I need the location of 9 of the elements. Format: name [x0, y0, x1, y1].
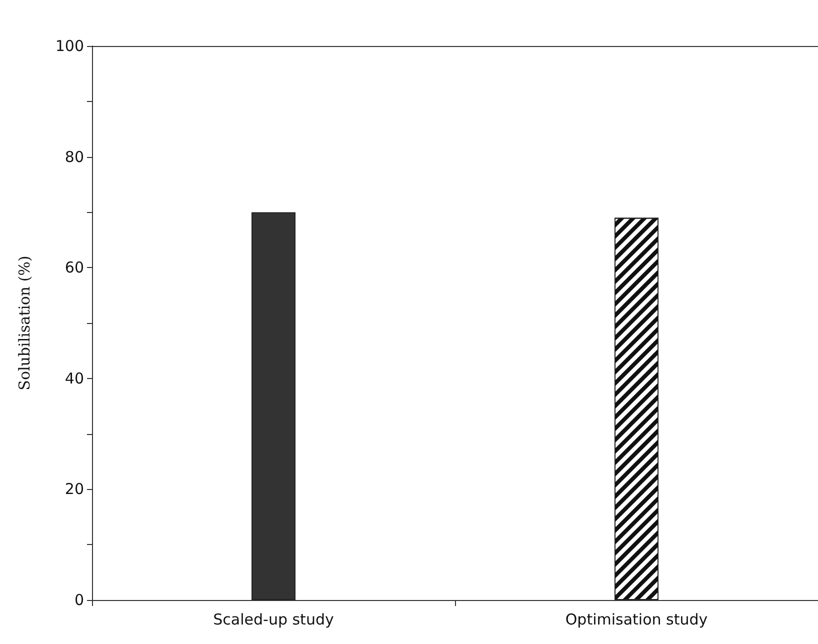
y-axis-title: Solubilisation (%)	[16, 256, 34, 390]
y-tick-label: 80	[64, 148, 84, 166]
y-tick-label: 20	[64, 480, 84, 498]
y-tick-label: 0	[74, 591, 84, 609]
y-tick-label: 40	[64, 369, 84, 388]
x-tick-label: Scaled-up study	[213, 610, 334, 628]
y-tick-label: 60	[64, 258, 84, 277]
x-tick-label: Optimisation study	[565, 610, 708, 628]
y-tick-label: 100	[55, 37, 84, 55]
